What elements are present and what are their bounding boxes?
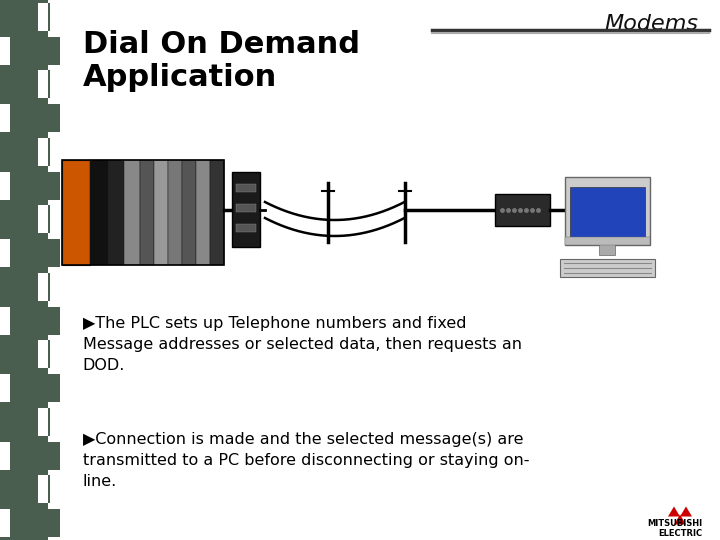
Bar <box>36 340 50 368</box>
Bar <box>0 0 48 540</box>
Bar <box>0 37 10 65</box>
Bar <box>599 243 615 255</box>
Bar <box>46 374 60 402</box>
Bar <box>38 475 48 503</box>
Bar <box>236 204 256 212</box>
Bar <box>495 194 550 226</box>
Bar <box>232 172 260 247</box>
Bar <box>0 239 10 267</box>
Bar <box>565 237 650 245</box>
Bar <box>38 273 48 301</box>
Bar <box>46 37 60 65</box>
Bar <box>560 259 655 277</box>
Bar <box>36 273 50 301</box>
Bar <box>90 160 108 265</box>
Bar <box>62 160 224 265</box>
Bar <box>46 509 60 537</box>
Polygon shape <box>674 515 686 524</box>
Bar <box>236 184 256 192</box>
Bar <box>36 475 50 503</box>
Text: ▶Connection is made and the selected message(s) are
transmitted to a PC before d: ▶Connection is made and the selected mes… <box>83 432 529 489</box>
Bar <box>140 160 154 265</box>
Text: Modems: Modems <box>604 14 698 33</box>
Bar <box>236 224 256 232</box>
Bar <box>38 3 48 31</box>
Bar <box>38 138 48 166</box>
Bar <box>46 307 60 335</box>
Bar <box>0 509 10 537</box>
Bar <box>36 70 50 98</box>
Bar <box>0 104 10 132</box>
Bar <box>38 408 48 436</box>
Bar <box>0 442 10 470</box>
Bar <box>210 160 224 265</box>
Bar <box>182 160 196 265</box>
Bar <box>168 160 182 265</box>
Text: ▶The PLC sets up Telephone numbers and fixed
Message addresses or selected data,: ▶The PLC sets up Telephone numbers and f… <box>83 316 522 373</box>
Text: Dial On Demand
Application: Dial On Demand Application <box>83 30 360 92</box>
Bar <box>154 160 168 265</box>
Bar <box>0 172 10 200</box>
Bar <box>36 138 50 166</box>
Bar <box>46 172 60 200</box>
Bar <box>124 160 140 265</box>
Bar <box>196 160 210 265</box>
Bar <box>36 205 50 233</box>
Bar <box>36 408 50 436</box>
Bar <box>46 442 60 470</box>
Bar <box>38 70 48 98</box>
Bar <box>570 187 645 237</box>
Text: MITSUBISHI
ELECTRIC: MITSUBISHI ELECTRIC <box>647 518 702 538</box>
Bar <box>62 160 90 265</box>
Bar <box>108 160 124 265</box>
Bar <box>38 340 48 368</box>
Polygon shape <box>668 507 680 516</box>
Bar <box>46 239 60 267</box>
Bar <box>36 3 50 31</box>
Bar <box>46 104 60 132</box>
Bar <box>565 177 650 245</box>
Polygon shape <box>680 507 692 516</box>
Bar <box>0 307 10 335</box>
Bar <box>38 205 48 233</box>
Bar <box>0 374 10 402</box>
